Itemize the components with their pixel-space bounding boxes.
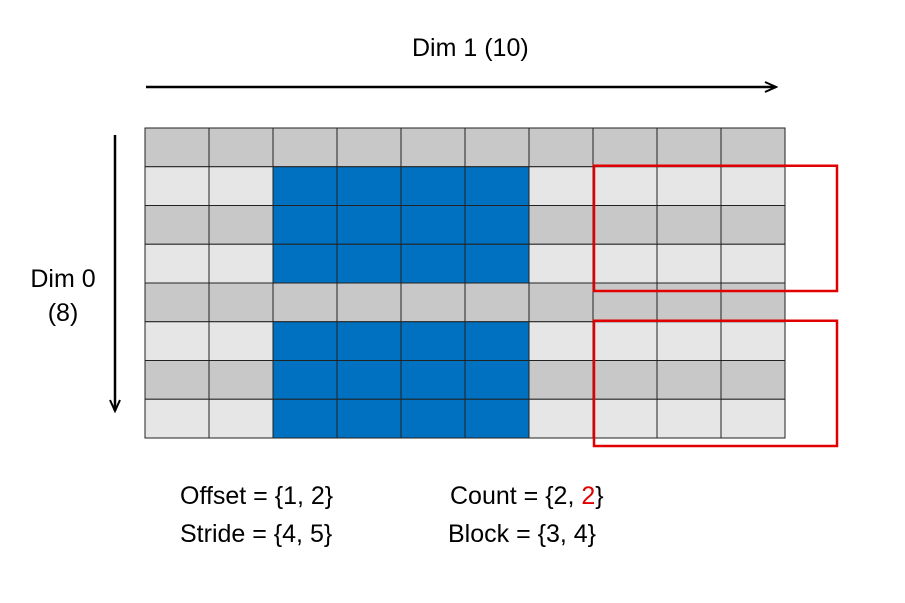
grid-cell [720, 360, 786, 400]
grid-cell [592, 166, 658, 206]
count-prefix: Count = {2, [450, 482, 582, 510]
grid-cell [400, 127, 466, 168]
selected-cell [336, 243, 402, 284]
grid-cell [656, 166, 722, 206]
grid-cell [656, 398, 722, 439]
grid-cell [592, 398, 658, 439]
grid-cell [592, 127, 658, 168]
grid-cell [720, 127, 786, 168]
grid-cell [144, 360, 210, 400]
selected-cell [464, 243, 530, 284]
selected-cell [336, 166, 402, 206]
selected-cell [272, 360, 338, 400]
grid-cell [656, 360, 722, 400]
grid-cell [656, 243, 722, 284]
out-of-bounds-outlines [592, 164, 839, 448]
grid-cell [656, 205, 722, 245]
out-of-bounds-block-outline-2 [592, 319, 839, 448]
grid-cell [592, 282, 658, 323]
selected-cell [400, 360, 466, 400]
selected-cell [272, 321, 338, 361]
grid-cell [592, 205, 658, 245]
dim1-axis-label: Dim 1 (10) [412, 34, 529, 62]
grid-cell [464, 282, 530, 323]
grid-cell [208, 282, 274, 323]
grid-cell [656, 127, 722, 168]
grid-cell [336, 282, 402, 323]
count-suffix: } [595, 482, 604, 510]
grid-cells [144, 127, 786, 439]
selected-cell [336, 398, 402, 439]
grid-cell [144, 166, 210, 206]
grid-cell [208, 166, 274, 206]
grid-cell [656, 321, 722, 361]
grid-cell [592, 243, 658, 284]
grid-cell [272, 282, 338, 323]
grid-cell [720, 166, 786, 206]
selected-cell [336, 321, 402, 361]
dim0-label-size: (8) [47, 299, 79, 327]
count-highlight: 2 [581, 482, 596, 510]
grid-cell [144, 127, 210, 168]
grid-cell [208, 243, 274, 284]
grid-cell [144, 282, 210, 323]
selected-cell [400, 398, 466, 439]
selected-cell [400, 243, 466, 284]
grid-cell [208, 398, 274, 439]
grid-cell [208, 205, 274, 245]
grid-cell [720, 243, 786, 284]
offset-parameter: Offset = {1, 2} [180, 482, 334, 510]
selected-cell [400, 166, 466, 206]
selected-cell [400, 205, 466, 245]
stride-parameter: Stride = {4, 5} [180, 520, 333, 548]
block-parameter: Block = {3, 4} [448, 520, 597, 548]
selected-cell [464, 205, 530, 245]
grid-cell [720, 282, 786, 323]
grid-cell [720, 398, 786, 439]
grid-cell [656, 282, 722, 323]
grid-cell [400, 282, 466, 323]
grid-cell [528, 282, 594, 323]
selected-cell [464, 360, 530, 400]
grid-cell [144, 321, 210, 361]
dim0-axis-label: Dim 0 (8) [28, 262, 98, 330]
grid-cell [528, 127, 594, 168]
grid-cell [144, 398, 210, 439]
grid-cell [208, 360, 274, 400]
grid-cell [528, 166, 594, 206]
grid-cell [144, 243, 210, 284]
selected-cell [272, 398, 338, 439]
selected-cell [272, 205, 338, 245]
grid-cell [464, 127, 530, 168]
grid-cell [720, 321, 786, 361]
selected-cell [272, 243, 338, 284]
grid-cell [528, 398, 594, 439]
selected-cell [464, 398, 530, 439]
selected-cell [336, 360, 402, 400]
grid-cell [592, 360, 658, 400]
grid-cell [528, 205, 594, 245]
selected-cell [400, 321, 466, 361]
grid-cell [208, 321, 274, 361]
grid-cell [592, 321, 658, 361]
grid-cell [336, 127, 402, 168]
count-parameter: Count = {2, 2} [450, 481, 604, 511]
grid-cell [272, 127, 338, 168]
out-of-bounds-block-outline-1 [592, 164, 839, 293]
grid-cell [528, 360, 594, 400]
dim0-label-name: Dim 0 [30, 265, 96, 293]
selected-cell [464, 166, 530, 206]
grid-cell [720, 205, 786, 245]
grid-cell [144, 205, 210, 245]
grid-cell [208, 127, 274, 168]
grid-cell [528, 321, 594, 361]
selected-cell [464, 321, 530, 361]
selected-cell [336, 205, 402, 245]
selected-cell [272, 166, 338, 206]
grid-cell [528, 243, 594, 284]
